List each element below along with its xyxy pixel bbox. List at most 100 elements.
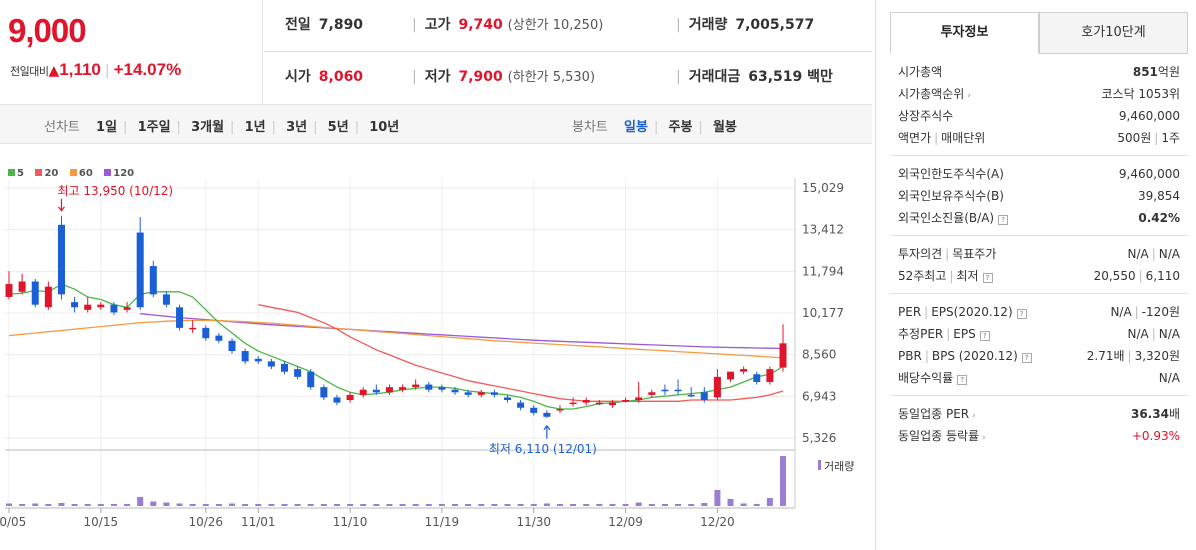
volume-bar (110, 504, 117, 506)
candle-daily[interactable]: 일봉 (624, 120, 648, 135)
info-row: 외국인한도주식수(A) 9,460,000 (898, 163, 1188, 185)
info-key: 배당수익률? (898, 367, 968, 389)
period-1w[interactable]: 1주일 (137, 120, 171, 135)
volume-bar (124, 504, 131, 506)
legend-ma60: 60 (69, 168, 93, 179)
candle-body (477, 392, 485, 395)
period-1d[interactable]: 1일 (96, 120, 118, 135)
info-row: 외국인보유주식수(B) 39,854 (898, 185, 1188, 207)
help-icon[interactable]: ? (979, 331, 990, 341)
info-tabs: 투자정보 호가10단계 (890, 12, 1188, 54)
candle-body (543, 412, 551, 417)
tab-investment-info[interactable]: 투자정보 (890, 12, 1039, 54)
candle-body (766, 369, 774, 382)
candle-body (517, 402, 525, 408)
volume-bar (6, 503, 12, 506)
x-tick-label: 10/05 (0, 515, 26, 529)
info-row: 외국인소진율(B/A)? 0.42% (898, 207, 1188, 229)
candle-body (635, 397, 643, 401)
volume: | 거래량 7,005,577 (676, 17, 815, 33)
info-key: 동일업종 PER › (898, 407, 976, 421)
candle-body (713, 376, 721, 398)
min-annotation: 최저 6,110 (12/01) (489, 442, 597, 456)
info-value: 39,854 (1138, 189, 1180, 203)
info-value: 9,460,000 (1118, 167, 1180, 181)
candle-body (123, 307, 131, 310)
period-10y[interactable]: 10년 (369, 120, 400, 135)
help-icon[interactable]: ? (957, 375, 968, 385)
chevron-right-icon[interactable]: › (972, 411, 976, 421)
info-row: 추정PER | EPS? N/A | N/A (898, 323, 1188, 345)
candle-body (687, 394, 695, 397)
volume-bar (307, 504, 314, 506)
volume-bar (661, 504, 668, 506)
info-row: PBR | BPS (2020.12)? 2.71배 | 3,320원 (898, 345, 1188, 367)
info-group: PER | EPS(2020.12)? N/A | -120원 추정PER | EPS? N/A |… (890, 294, 1188, 396)
candle-body (608, 402, 616, 406)
volume-bar (504, 504, 511, 506)
volume-bar (137, 497, 144, 506)
line-chart-title: 선차트 (44, 120, 80, 135)
tab-order-book[interactable]: 호가10단계 (1039, 12, 1188, 54)
period-3y[interactable]: 3년 (286, 120, 308, 135)
help-icon[interactable]: ? (998, 215, 1009, 225)
candle-body (84, 304, 92, 310)
info-row: 배당수익률? N/A (898, 367, 1188, 389)
change-percent: +14.07% (113, 60, 182, 79)
candle-body (622, 400, 630, 402)
help-icon[interactable]: ? (1021, 353, 1032, 363)
info-row: 액면가 | 매매단위 500원 | 1주 (898, 127, 1188, 149)
candle-body (372, 389, 380, 393)
period-1y[interactable]: 1년 (244, 120, 266, 135)
investment-info-panel: 투자정보 호가10단계 시가총액 851억원 시가총액순위 › 코스닥 1053위 상장주… (875, 0, 1196, 550)
chevron-right-icon[interactable]: › (982, 433, 986, 443)
min-arrow-icon (543, 424, 551, 439)
info-key: 외국인보유주식수(B) (898, 189, 1004, 203)
candle-weekly[interactable]: 주봉 (668, 120, 693, 135)
info-value: N/A | -120원 (1110, 305, 1180, 319)
volume-bar (452, 504, 459, 506)
change-label: 전일대비 (10, 65, 49, 78)
info-group: 동일업종 PER › 36.34배 동일업종 등락률 › +0.93% (890, 396, 1188, 453)
help-icon[interactable]: ? (1016, 309, 1027, 319)
info-value: 20,550 | 6,110 (1093, 269, 1180, 283)
period-3m[interactable]: 3개월 (191, 120, 225, 135)
info-group: 투자의견 | 목표주가 N/A | N/A 52주최고 | 최저? 20,550 | 6,110 (890, 236, 1188, 294)
volume-bar (465, 504, 472, 506)
x-tick-label: 12/20 (700, 515, 735, 529)
candle-body (241, 351, 249, 362)
candle-monthly[interactable]: 월봉 (712, 120, 737, 135)
volume-bar (320, 504, 327, 506)
info-value: N/A | N/A (1127, 327, 1180, 341)
chevron-right-icon[interactable]: › (967, 91, 971, 101)
volume-bar (740, 503, 747, 506)
info-value: 2.71배 | 3,320원 (1086, 349, 1180, 363)
candle-body (530, 407, 538, 413)
info-key: 시가총액순위 › (898, 87, 971, 101)
ma120-line (140, 313, 784, 350)
info-row: 52주최고 | 최저? 20,550 | 6,110 (898, 265, 1188, 287)
ma60-line (8, 319, 784, 359)
ma20-line (258, 304, 784, 402)
candle-body (504, 397, 512, 401)
help-icon[interactable]: ? (982, 273, 993, 283)
period-5y[interactable]: 5년 (327, 120, 349, 135)
info-value: 851억원 (1132, 65, 1180, 79)
info-key: 액면가 | 매매단위 (898, 131, 986, 145)
info-value: 9,460,000 (1118, 109, 1180, 123)
candle-body (346, 394, 354, 401)
legend-ma20: 20 (35, 168, 58, 179)
candle-body (582, 400, 590, 403)
volume-bar (753, 504, 760, 506)
volume-bar (622, 504, 629, 506)
x-tick-label: 11/10 (333, 515, 368, 529)
info-value: 코스닥 1053위 (1101, 87, 1180, 101)
y-tick-label: 13,412 (802, 223, 844, 237)
candle-body (57, 224, 65, 295)
info-row: 동일업종 등락률 › +0.93% (898, 425, 1188, 447)
volume-bar (19, 504, 26, 506)
volume-bar (688, 504, 695, 506)
volume-bar (714, 490, 721, 506)
ma-legend: 5 20 60 120 (8, 168, 142, 179)
volume-bar (491, 504, 498, 506)
